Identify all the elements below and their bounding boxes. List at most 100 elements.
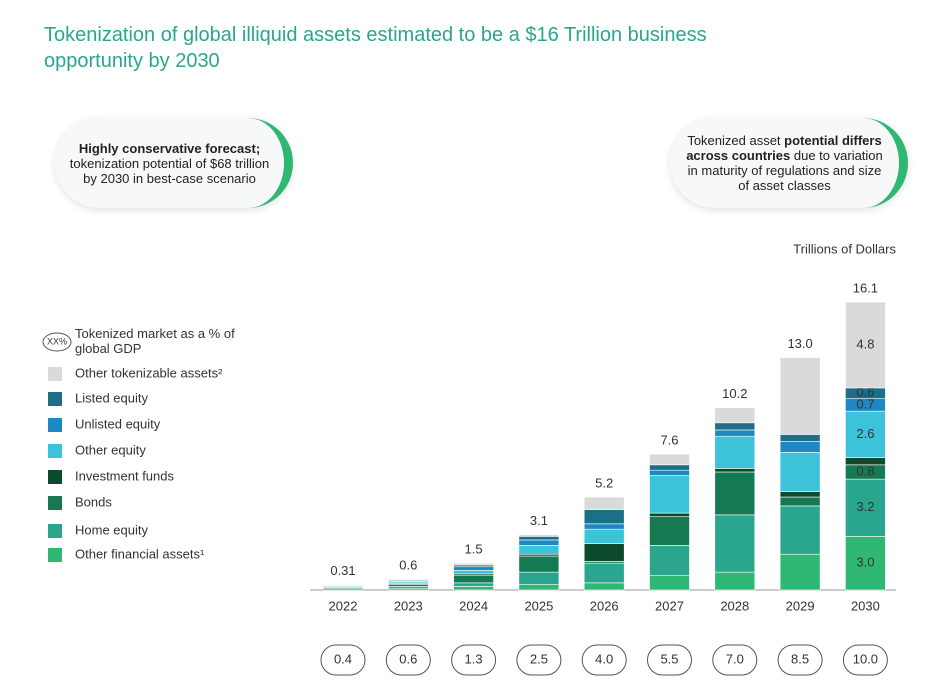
- legend-swatch: [48, 418, 62, 432]
- callout-right: Tokenized asset potential differs across…: [670, 118, 908, 208]
- x-tick-label: 2024: [459, 598, 488, 613]
- legend-label: Home equity: [75, 522, 148, 537]
- bar-segment: [779, 553, 821, 591]
- segment-label: 0.6: [856, 385, 874, 400]
- bar-segment: [453, 582, 494, 587]
- x-tick-label: 2022: [329, 598, 358, 613]
- bar-segment: [583, 496, 625, 510]
- x-tick-label: 2029: [786, 598, 815, 613]
- legend-label: Bonds: [75, 494, 112, 509]
- bar-segment: [649, 453, 690, 466]
- bar-segment: [779, 441, 821, 453]
- bar-segment: [583, 582, 625, 591]
- callout-bold: potential differs across countries: [686, 133, 882, 163]
- gdp-oval: [385, 644, 431, 676]
- total-label: 0.6: [399, 558, 417, 573]
- gdp-label: 2.5: [530, 651, 548, 666]
- bar-segment: [845, 478, 886, 537]
- segment-label: 0.7: [856, 396, 874, 411]
- gdp-oval: [451, 644, 497, 676]
- bar-segment: [779, 496, 821, 507]
- bar-segment: [779, 491, 821, 498]
- callout-text: due to variation in maturity of regulati…: [687, 148, 883, 193]
- gdp-legend-text: Tokenized market as a % of global GDP: [75, 326, 235, 356]
- legend-swatch: [48, 392, 62, 406]
- bar-segment: [714, 435, 756, 469]
- legend-swatch: [48, 444, 62, 458]
- legend-label: Unlisted equity: [75, 416, 161, 431]
- legend-swatch: [48, 470, 62, 484]
- bar-segment: [583, 528, 625, 544]
- gdp-label: 10.0: [853, 651, 878, 666]
- legend-swatch: [48, 496, 62, 510]
- x-tick-label: 2030: [851, 598, 880, 613]
- legend-label: Other tokenizable assets²: [75, 365, 223, 380]
- bar-segment: [387, 578, 429, 581]
- bar-segment: [714, 429, 756, 437]
- gdp-label: 1.3: [465, 651, 483, 666]
- bar-segment: [779, 452, 821, 492]
- unit-label: Trillions of Dollars: [793, 241, 896, 256]
- total-label: 10.2: [722, 386, 747, 401]
- bar-segment: [779, 505, 821, 555]
- bar-segment: [583, 523, 625, 530]
- bar-segment: [583, 562, 625, 584]
- bar-segment: [845, 536, 886, 591]
- gdp-legend-icon-text: XX%: [47, 336, 67, 346]
- segment-label: 3.2: [856, 499, 874, 514]
- total-label: 3.1: [530, 513, 548, 528]
- bar-segment: [649, 464, 690, 471]
- bar-segment: [649, 469, 690, 476]
- bar-segment: [779, 434, 821, 442]
- x-tick-label: 2025: [524, 598, 553, 613]
- x-tick-label: 2027: [655, 598, 684, 613]
- gdp-label: 8.5: [791, 651, 809, 666]
- total-label: 7.6: [660, 433, 678, 448]
- legend-label: Other equity: [75, 442, 146, 457]
- segment-label: 0.8: [856, 463, 874, 478]
- total-label: 1.5: [465, 542, 483, 557]
- bar-segment: [583, 543, 625, 562]
- bar-segment: [453, 566, 494, 571]
- x-tick-label: 2023: [394, 598, 423, 613]
- callout-left: Highly conservative forecast; tokenizatio…: [55, 118, 293, 208]
- bar-segment: [453, 562, 494, 566]
- bar-segment: [453, 575, 494, 584]
- gdp-label: 0.4: [334, 651, 352, 666]
- total-label: 13.0: [787, 336, 812, 351]
- segment-label: 4.8: [856, 336, 874, 351]
- bar-segment: [518, 534, 560, 537]
- bar-segment: [518, 539, 560, 546]
- bar-segment: [453, 570, 494, 575]
- callout-bold: Highly conservative forecast;: [78, 140, 261, 156]
- bar-segment: [518, 584, 560, 591]
- legend-swatch: [48, 548, 62, 562]
- bar-segment: [714, 571, 756, 591]
- bar-segment: [518, 571, 560, 585]
- bar-segment: [649, 575, 690, 591]
- chart-title: Tokenization of global illiquid assets e…: [44, 24, 707, 72]
- gdp-oval: [516, 644, 562, 676]
- bar-segment: [518, 555, 560, 573]
- bar-segment: [714, 422, 756, 431]
- gdp-label: 4.0: [595, 651, 613, 666]
- bar-segment: [649, 516, 690, 546]
- total-label: 16.1: [853, 281, 878, 296]
- legend-label: Investment funds: [75, 468, 174, 483]
- gdp-oval: [320, 644, 366, 676]
- bar-segment: [714, 471, 756, 516]
- bar-segment: [714, 407, 756, 424]
- callout-text: tokenization potential of $68 trillion b…: [69, 155, 270, 186]
- gdp-label: 5.5: [660, 651, 678, 666]
- bar-segment: [714, 468, 756, 473]
- gdp-legend-text-box: Tokenized market as a % of global GDP: [75, 326, 235, 356]
- bar-segment: [649, 475, 690, 514]
- gdp-oval: [581, 644, 627, 676]
- bar-segment: [714, 514, 756, 573]
- bar-segment: [845, 410, 886, 458]
- bar-segment: [779, 357, 821, 435]
- gdp-label: 7.0: [726, 651, 744, 666]
- gdp-oval: [777, 644, 823, 676]
